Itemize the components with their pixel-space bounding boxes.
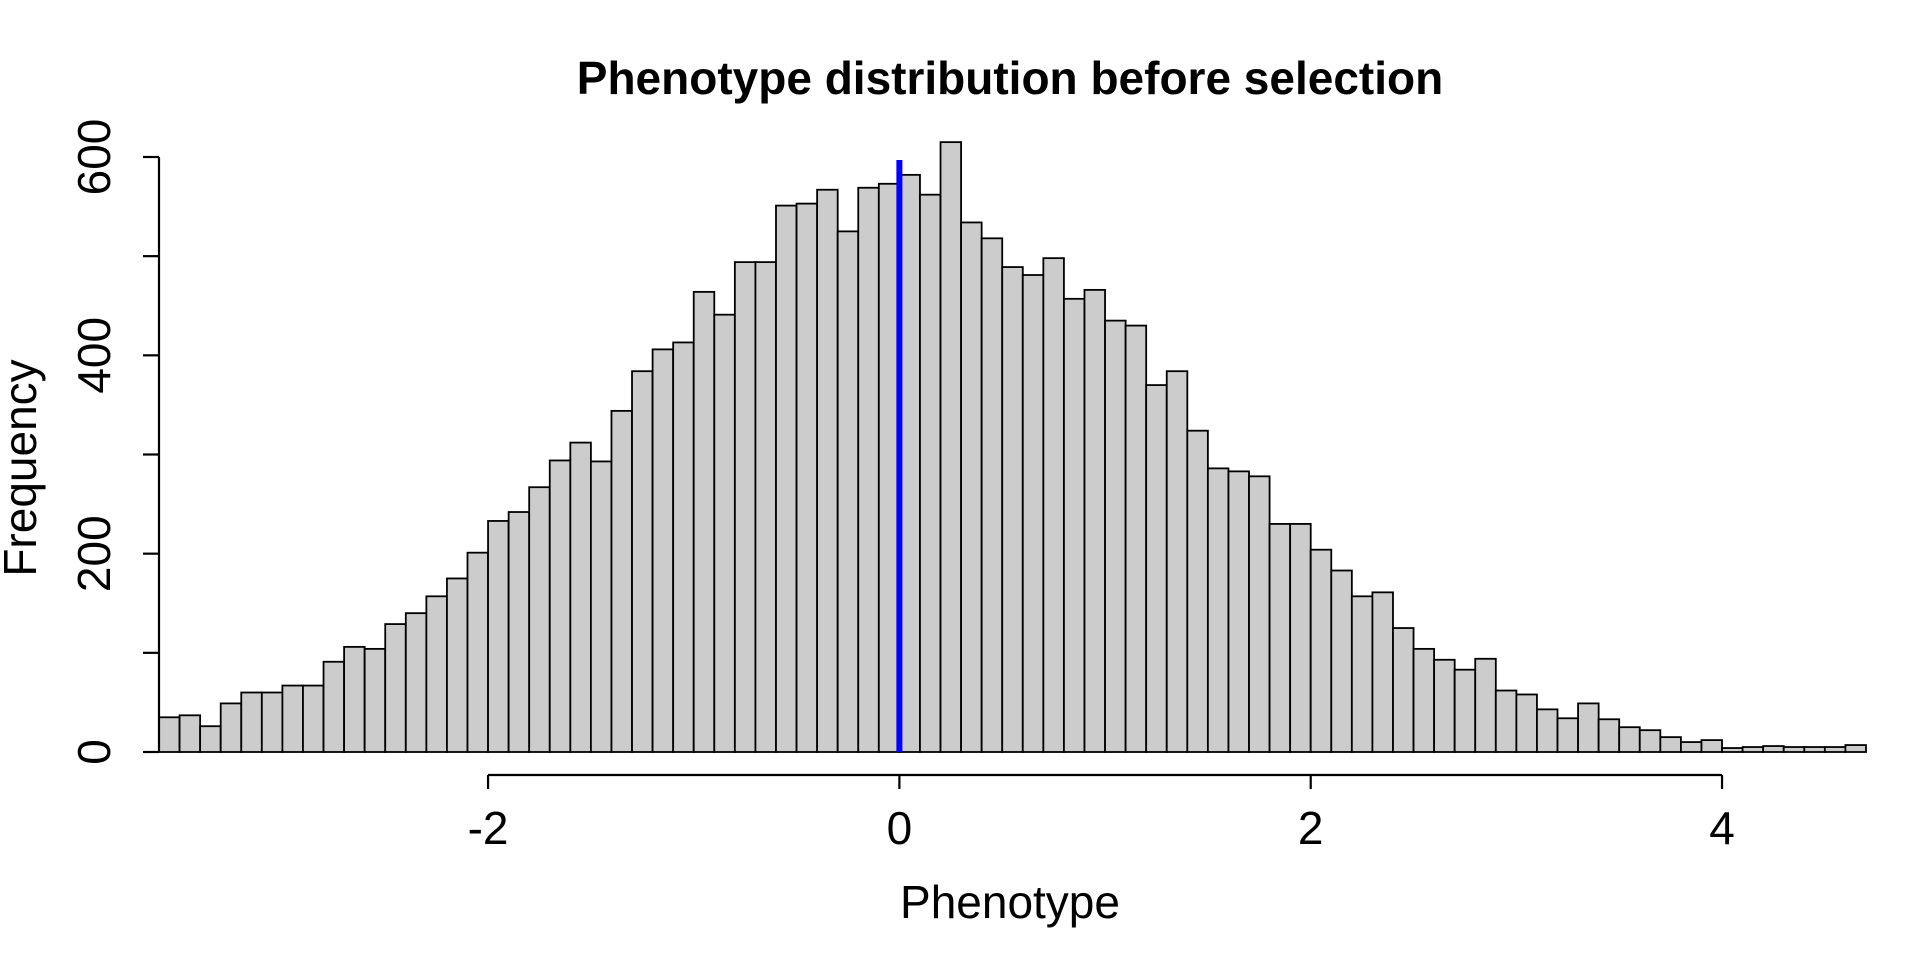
histogram-bar [1453, 668, 1477, 753]
histogram-bar [569, 441, 592, 753]
histogram-bar [240, 691, 263, 753]
histogram-bar [1782, 746, 1806, 753]
histogram-bar [1412, 647, 1436, 753]
histogram-bar [713, 313, 736, 753]
x-tick-label: 4 [1709, 802, 1735, 854]
histogram-bar [1186, 429, 1209, 753]
histogram-bar [1330, 569, 1353, 753]
histogram-bar [1536, 708, 1559, 753]
histogram-bar [1145, 384, 1168, 753]
histogram-bar [1433, 658, 1456, 753]
histogram-bar [1371, 591, 1394, 753]
histogram-bar [651, 348, 675, 753]
y-tick-label: 200 [68, 515, 120, 592]
histogram-bar [919, 193, 942, 753]
histogram-bar [343, 645, 366, 753]
histogram-bar [302, 684, 325, 753]
histogram-bar [1206, 467, 1230, 753]
histogram-bar [548, 459, 572, 753]
y-axis: 0 200 400 600 [68, 119, 161, 765]
histogram-bar [507, 511, 531, 753]
histogram-bar [1309, 548, 1333, 753]
chart-title: Phenotype distribution before selection [577, 52, 1443, 104]
histogram-bar [1289, 523, 1312, 753]
histogram-bar [672, 341, 695, 753]
histogram-bar [281, 684, 304, 753]
histogram-bar [1577, 702, 1600, 753]
histogram-bar [589, 460, 613, 753]
x-tick-label: 2 [1298, 802, 1324, 854]
x-tick-label: 0 [887, 802, 913, 854]
histogram-bar [260, 691, 284, 753]
histogram-bar [939, 141, 962, 753]
histogram-bar [836, 230, 860, 753]
histogram-bar [219, 702, 243, 753]
x-axis-title: Phenotype [900, 876, 1120, 928]
histogram-bar [1741, 746, 1765, 753]
histogram-bar [425, 595, 448, 753]
histogram-bar [1638, 729, 1662, 753]
histogram-bar [1001, 266, 1024, 753]
x-tick-label: -2 [468, 802, 509, 854]
histogram-bar [1227, 470, 1250, 753]
bars-group [158, 141, 1867, 753]
histogram-bar [692, 290, 716, 753]
histogram-bar [1350, 595, 1374, 753]
histogram-bar [1104, 319, 1127, 753]
histogram-bar [795, 202, 819, 753]
y-tick-label: 0 [68, 739, 120, 765]
histogram-bar [877, 182, 901, 753]
histogram-bar [384, 623, 407, 753]
histogram-bar [1392, 627, 1415, 753]
y-tick-label: 400 [68, 317, 120, 394]
histogram-bar [1474, 657, 1497, 753]
histogram-bar [1700, 739, 1723, 753]
histogram-bar [631, 370, 654, 753]
histogram-bar [178, 714, 202, 753]
histogram-bar [610, 409, 633, 753]
histogram-bar [775, 204, 798, 753]
histogram-bar [898, 173, 921, 753]
histogram-bar [1494, 689, 1518, 753]
histogram-bar [960, 221, 983, 753]
y-axis-title: Frequency [0, 359, 46, 576]
histogram-bar [1042, 257, 1065, 753]
histogram-bar [1844, 744, 1867, 753]
histogram-bar [1556, 717, 1579, 753]
histogram-bar [857, 186, 880, 753]
histogram-bar [1165, 370, 1189, 753]
histogram-bar [1248, 475, 1271, 753]
histogram-bar [322, 660, 345, 753]
x-axis: -2 0 2 4 [468, 773, 1735, 854]
histogram-bar [1680, 741, 1703, 753]
histogram-bar [466, 551, 489, 753]
histogram-bar [1618, 726, 1641, 753]
histogram-bar [1659, 736, 1682, 753]
histogram-bar [1762, 745, 1785, 753]
histogram-bar [363, 647, 387, 753]
histogram-bar [980, 237, 1004, 753]
histogram-bar [1063, 297, 1086, 753]
histogram-bar [754, 261, 777, 753]
histogram-bar [1268, 523, 1292, 753]
histogram-bar [816, 188, 839, 753]
histogram-bar [1083, 288, 1106, 753]
histogram-bar [1803, 746, 1826, 753]
histogram-bar [404, 612, 428, 753]
histogram-bar [1124, 324, 1148, 753]
histogram-bar [1721, 747, 1744, 753]
histogram-bar [1515, 693, 1538, 753]
histogram-bar [528, 486, 551, 753]
histogram-bar [733, 261, 757, 753]
histogram-bar [199, 725, 222, 753]
histogram-bar [1597, 718, 1621, 753]
histogram-bar [1021, 274, 1045, 753]
histogram-bar [487, 520, 510, 753]
histogram-bar [446, 577, 469, 753]
histogram-bar [1823, 746, 1847, 753]
histogram-bar [158, 716, 181, 753]
y-tick-label: 600 [68, 119, 120, 196]
